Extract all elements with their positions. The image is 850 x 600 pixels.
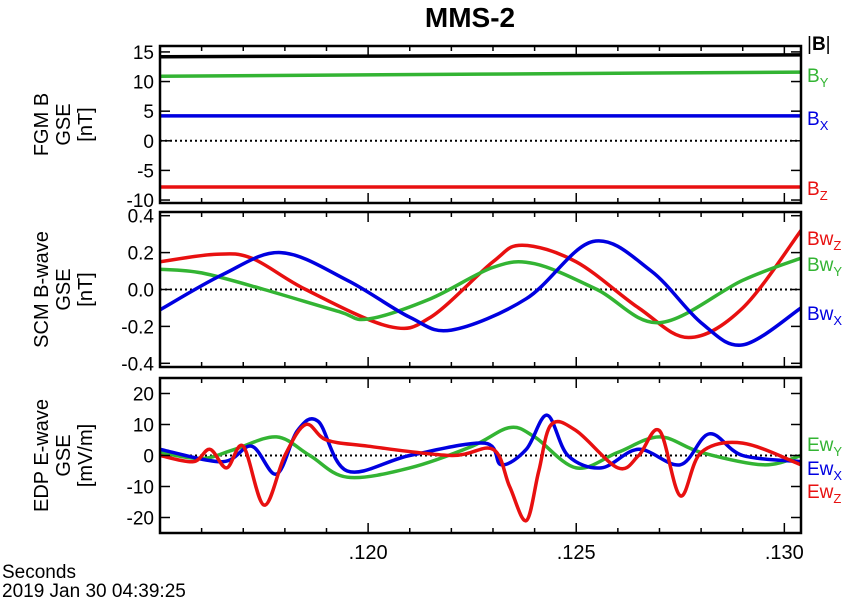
panel-frame	[158, 44, 803, 205]
series-line-ewx	[160, 413, 801, 476]
series-line-|b|	[160, 53, 801, 59]
y-tick-label: 20	[133, 385, 154, 406]
x-tick-label: .120	[349, 542, 388, 564]
y-tick-label: 0	[143, 447, 154, 468]
x-tick-label: .125	[557, 542, 596, 564]
legend-label-ewy: EwY	[807, 435, 842, 459]
y-tick-label: 15	[133, 43, 154, 64]
y-tick-label: -10	[127, 191, 154, 212]
legend-label-bwy: BwY	[807, 255, 842, 279]
x-axis-date-label: 2019 Jan 30 04:39:25	[2, 581, 186, 600]
y-tick-label: -20	[127, 509, 154, 530]
legend-label-bx: BX	[807, 109, 829, 133]
x-tick-label: .130	[765, 542, 804, 564]
legend-label-|b|: |B|	[807, 34, 831, 55]
legend-label-ewx: EwX	[807, 459, 842, 483]
series-line-by	[160, 70, 801, 78]
y-axis-label: FGM BGSE[nT]	[31, 93, 97, 156]
y-tick-label: 0.4	[128, 207, 155, 228]
y-tick-label: 0	[143, 132, 154, 153]
panel-1: -10 -5 0 5 10 15 FGM BGSE[nT] |B| BY BX BZ	[31, 34, 831, 212]
legend-label-by: BY	[807, 66, 829, 90]
y-tick-label: 10	[133, 73, 154, 94]
legend-label-ewz: EwZ	[807, 482, 841, 506]
legend-label-bz: BZ	[807, 179, 828, 203]
series-line-bwy	[160, 256, 801, 325]
y-tick-label: 5	[143, 102, 154, 123]
y-tick-label: 10	[133, 416, 154, 437]
series-line-bwx	[160, 239, 801, 347]
y-tick-label: 0.2	[128, 244, 154, 265]
x-axis-label: Seconds	[2, 562, 76, 583]
y-tick-label: -10	[127, 478, 154, 499]
y-tick-label: -0.4	[121, 354, 154, 375]
y-tick-label: 0.0	[128, 281, 154, 302]
y-axis-label: SCM B-waveGSE[nT]	[31, 231, 97, 348]
series-line-ewz	[160, 419, 801, 523]
y-tick-label: -5	[137, 161, 154, 182]
y-axis-label: EDP E-waveGSE[mV/m]	[31, 399, 97, 512]
panel-2: -0.4 -0.2 0.0 0.2 0.4 SCM B-waveGSE[nT] BwZBwY…	[31, 207, 842, 376]
legend-label-bwx: BwX	[807, 304, 842, 328]
series-line-ewy	[160, 425, 801, 480]
legend-label-bwz: BwZ	[807, 229, 841, 253]
y-tick-label: -0.2	[121, 317, 154, 338]
chart-title: MMS-2	[425, 2, 515, 33]
